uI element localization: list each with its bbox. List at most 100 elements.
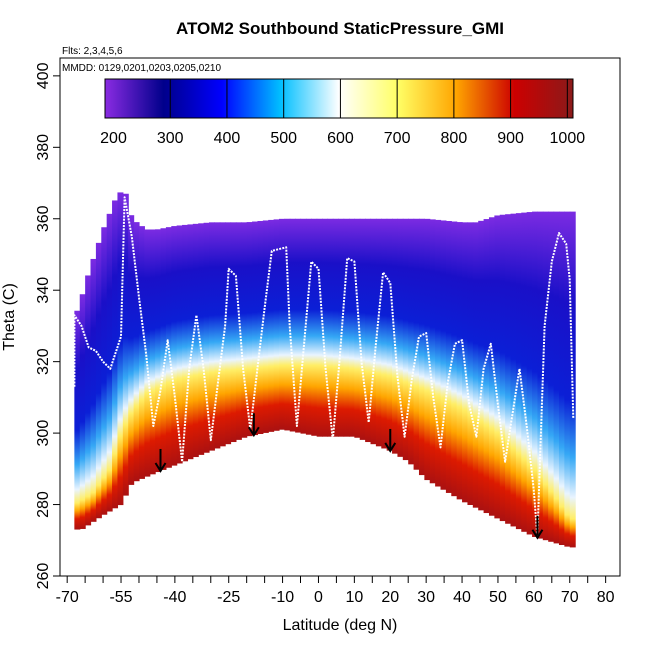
x-axis: -70 -55 -40 -25 -10 0 10 20 30 40 50 60 70 80: [56, 576, 615, 606]
field-column: [569, 211, 576, 548]
x-tick-label: 40: [453, 589, 471, 606]
colorbar-tick-label: 300: [157, 130, 184, 147]
flight-track-line: [73, 196, 575, 538]
field-column: [548, 211, 555, 542]
field-column: [203, 222, 210, 453]
field-column: [295, 218, 302, 433]
y-axis: 260 280 300 320 340 360 380 400: [35, 62, 60, 589]
x-tick-label: 50: [489, 589, 507, 606]
field-column: [268, 219, 275, 432]
colorbar-tick-label: 200: [100, 130, 127, 147]
y-tick-label: 380: [35, 134, 52, 161]
field-column: [95, 242, 102, 519]
field-column: [133, 222, 140, 482]
field-column: [408, 218, 415, 465]
field-column: [85, 275, 92, 526]
chart-title: ATOM2 Southbound StaticPressure_GMI: [176, 19, 504, 38]
x-tick-label: -55: [109, 589, 132, 606]
field-column: [483, 219, 490, 514]
field-column: [208, 222, 215, 451]
field-column: [467, 222, 474, 505]
field-column: [338, 218, 345, 437]
field-column: [564, 211, 571, 547]
field-column: [112, 200, 119, 509]
field-column: [505, 214, 512, 524]
field-column: [521, 212, 528, 532]
field-column: [273, 219, 280, 431]
field-column: [537, 211, 544, 539]
field-column: [488, 217, 495, 516]
flights-label: Flts: 2,3,4,5,6: [62, 46, 123, 57]
field-column: [354, 218, 361, 438]
field-column: [230, 222, 237, 443]
field-column: [246, 222, 253, 437]
y-axis-label: Theta (C): [1, 283, 18, 351]
y-tick-label: 400: [35, 62, 52, 89]
dates-label: MMDD: 0129,0201,0203,0205,0210: [62, 63, 221, 74]
field-column: [149, 229, 156, 475]
y-tick-label: 340: [35, 277, 52, 304]
field-column: [386, 218, 393, 451]
field-column: [440, 220, 447, 490]
field-column: [144, 229, 151, 477]
field-column: [418, 218, 425, 476]
field-column: [542, 211, 549, 541]
field-layer: [74, 192, 576, 548]
plot-frame: [59, 57, 621, 577]
field-column: [381, 218, 388, 449]
field-column: [235, 222, 242, 440]
arrow-layer: [154, 413, 544, 540]
x-tick-label: 30: [417, 589, 435, 606]
y-tick-label: 260: [35, 563, 52, 590]
field-column: [284, 218, 291, 431]
arrow-head: [531, 529, 544, 540]
field-column: [445, 220, 452, 493]
x-tick-label: 80: [597, 589, 615, 606]
field-column: [553, 211, 560, 544]
field-column: [316, 218, 323, 437]
field-column: [74, 310, 81, 530]
field-column: [90, 258, 97, 522]
field-column: [375, 218, 382, 447]
field-column: [397, 218, 404, 457]
field-column: [198, 223, 205, 455]
field-column: [262, 220, 269, 433]
field-column: [348, 218, 355, 437]
field-column: [122, 193, 129, 496]
field-column: [106, 213, 113, 512]
down-arrow-icon: [247, 413, 260, 438]
field-column: [343, 218, 350, 437]
field-column: [176, 225, 183, 464]
field-column: [332, 218, 339, 437]
field-column: [101, 227, 108, 515]
x-tick-label: 70: [561, 589, 579, 606]
field-column: [160, 228, 167, 470]
y-tick-label: 300: [35, 420, 52, 447]
arrow-head: [384, 442, 397, 453]
field-column: [478, 220, 485, 511]
field-column: [128, 215, 135, 485]
field-column: [278, 218, 285, 430]
field-column: [305, 218, 312, 435]
track-layer: [73, 196, 575, 538]
field-column: [472, 222, 479, 508]
field-column: [79, 294, 86, 529]
field-column: [370, 218, 377, 445]
x-tick-label: 20: [381, 589, 399, 606]
colorbar-tick-label: 1000: [550, 130, 586, 147]
y-tick-label: 360: [35, 205, 52, 232]
field-column: [155, 229, 162, 473]
field-column: [456, 222, 463, 500]
colorbar-tick-label: 800: [441, 130, 468, 147]
x-axis-label: Latitude (deg N): [283, 617, 398, 634]
field-column: [526, 212, 533, 535]
field-column: [214, 222, 221, 449]
down-arrow-icon: [531, 515, 544, 540]
field-column: [257, 220, 264, 434]
colorbar-tick-label: 500: [270, 130, 297, 147]
y-tick-label: 280: [35, 491, 52, 518]
field-column: [532, 211, 539, 537]
colorbar-tick-label: 400: [214, 130, 241, 147]
colorbar-tick-label: 700: [384, 130, 411, 147]
